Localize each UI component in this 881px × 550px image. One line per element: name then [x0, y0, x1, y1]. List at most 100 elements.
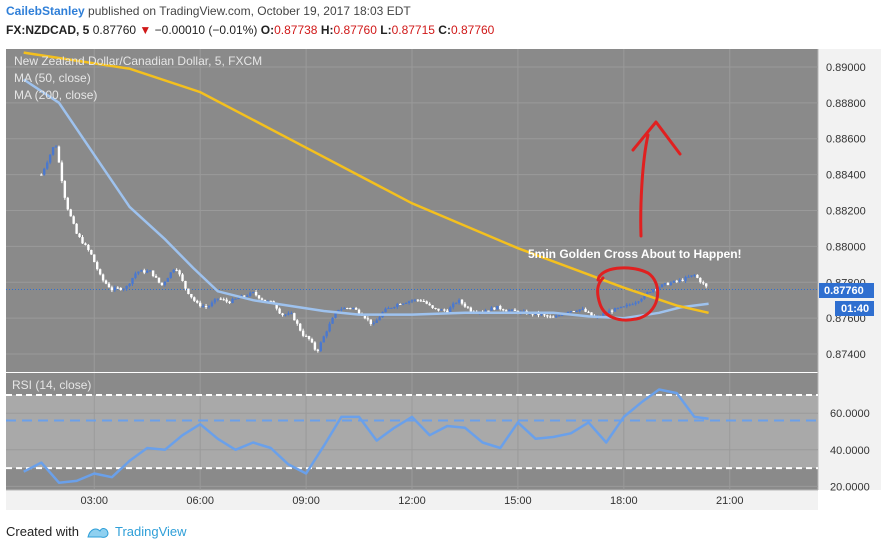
candle-body — [390, 307, 393, 309]
candle-body — [93, 254, 96, 263]
candle-body — [513, 309, 517, 311]
candle-body — [122, 288, 125, 290]
candle-body — [78, 233, 81, 238]
candle-body — [75, 223, 78, 234]
candle-body — [251, 291, 255, 293]
candle-body — [169, 272, 172, 278]
y-tick-label: 0.88400 — [826, 170, 866, 182]
candle-body — [151, 270, 155, 277]
x-tick-label: 15:00 — [504, 495, 532, 507]
candle-body — [637, 301, 640, 303]
candle-body — [96, 262, 99, 270]
candle-body — [366, 318, 370, 320]
ma200-legend[interactable]: MA (200, close) — [14, 88, 97, 102]
author-link[interactable]: CailebStanley — [6, 4, 85, 18]
price-axis[interactable] — [818, 49, 881, 490]
price-chart[interactable]: 0.89000 0.88800 0.88600 0.88400 0.88200 0.880… — [0, 42, 881, 518]
tradingview-logo-icon — [87, 527, 109, 538]
candle-body — [328, 323, 331, 332]
candle-body — [228, 301, 231, 304]
candle-body — [257, 295, 261, 299]
candle-body — [549, 316, 552, 318]
candle-body — [225, 299, 228, 302]
candle-body — [293, 313, 296, 321]
candle-body — [140, 270, 143, 272]
candle-body — [649, 292, 652, 294]
candle-body — [652, 289, 655, 293]
candle-body — [690, 275, 693, 277]
ma50-legend[interactable]: MA (50, close) — [14, 71, 91, 85]
candle-body — [566, 311, 570, 314]
created-with-text: Created with — [6, 524, 79, 539]
candle-body — [343, 308, 346, 310]
price-change: −0.00010 (−0.01%) — [154, 23, 258, 37]
candle-body — [207, 306, 211, 308]
rsi-tick-label: 60.0000 — [830, 408, 870, 420]
candle-body — [569, 311, 573, 313]
candle-body — [643, 293, 646, 299]
candle-body — [116, 287, 119, 289]
candle-body — [137, 271, 140, 274]
up-arrow-icon — [631, 120, 682, 238]
rsi-tick-label: 20.0000 — [830, 481, 870, 493]
candle-body — [681, 279, 684, 281]
candle-body — [193, 297, 196, 301]
high-label: H: — [320, 23, 334, 37]
candle-body — [163, 281, 167, 286]
price-tag-value: 0.87760 — [824, 285, 864, 297]
candle-body — [663, 282, 667, 285]
candle-body — [246, 295, 249, 297]
candle-body — [487, 310, 490, 312]
candle-body — [425, 301, 428, 304]
candle-body — [416, 299, 420, 301]
candle-body — [616, 307, 620, 309]
publish-info: CailebStanley published on TradingView.c… — [6, 4, 411, 18]
annotation-text: 5min Golden Cross About to Happen! — [528, 247, 742, 261]
rsi-line — [23, 388, 709, 484]
rsi-legend[interactable]: RSI (14, close) — [12, 378, 91, 392]
candle-body — [84, 243, 87, 245]
candle-body — [63, 181, 67, 198]
candle-body — [263, 299, 267, 302]
candle-body — [546, 315, 549, 317]
candle-body — [378, 317, 381, 321]
x-tick-label: 18:00 — [610, 495, 638, 507]
candle-body — [590, 312, 593, 316]
candle-body — [181, 274, 184, 281]
candle-body — [634, 302, 637, 305]
candle-body — [557, 315, 561, 317]
candle-body — [231, 298, 234, 304]
candle-body — [275, 304, 278, 309]
candle-body — [290, 313, 293, 315]
candle-body — [316, 349, 320, 351]
y-tick-label: 0.88800 — [826, 98, 866, 110]
candle-body — [507, 310, 511, 312]
candle-body — [40, 174, 43, 176]
candle-body — [307, 336, 311, 339]
tradingview-link[interactable]: TradingView — [87, 524, 187, 539]
y-tick-label: 0.87400 — [826, 349, 866, 361]
candle-body — [346, 308, 349, 310]
time-axis[interactable] — [6, 490, 818, 510]
x-tick-label: 21:00 — [716, 495, 744, 507]
candle-body — [607, 310, 611, 314]
candle-body — [204, 306, 208, 308]
candle-body — [619, 306, 623, 308]
candle-body — [187, 288, 190, 294]
candle-body — [375, 320, 378, 323]
x-tick-label: 06:00 — [186, 495, 214, 507]
candle-body — [131, 277, 134, 284]
candle-body — [190, 293, 193, 298]
candle-body — [587, 311, 590, 313]
candle-body — [110, 287, 114, 291]
candle-body — [510, 309, 514, 311]
candle-body — [60, 162, 64, 182]
candle-body — [678, 279, 681, 282]
candle-body — [157, 277, 161, 283]
candle-body — [484, 310, 487, 312]
candle-body — [51, 147, 55, 155]
candle-body — [331, 317, 334, 324]
candle-body — [410, 300, 414, 302]
candle-body — [184, 280, 187, 289]
candle-body — [581, 308, 584, 310]
